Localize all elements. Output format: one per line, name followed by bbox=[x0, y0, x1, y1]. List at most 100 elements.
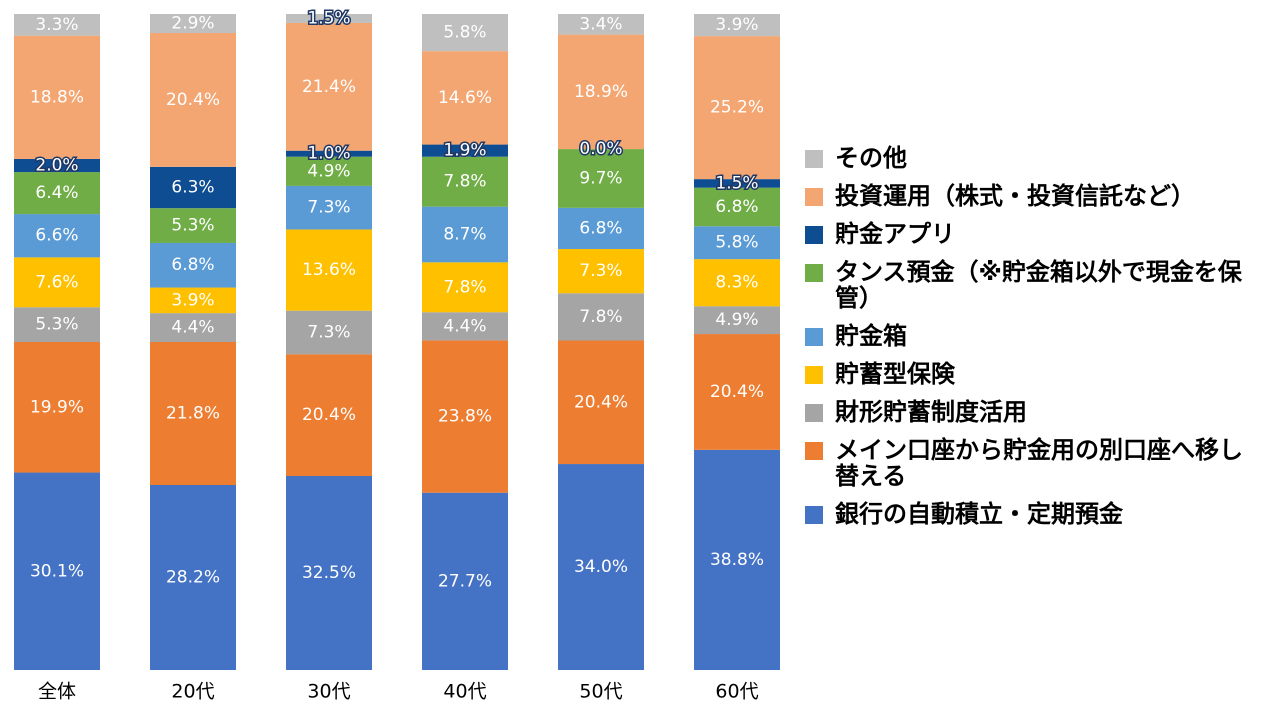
value-label: 7.8% bbox=[443, 277, 486, 297]
bar-segment bbox=[14, 35, 100, 159]
value-label: 3.9% bbox=[715, 15, 758, 35]
value-label: 3.3% bbox=[35, 15, 78, 35]
legend-label: タンス預金（※貯金箱以外で現金を保管） bbox=[835, 258, 1242, 312]
bar-segment bbox=[14, 307, 100, 342]
value-label: 5.3% bbox=[171, 216, 214, 236]
value-label: 7.3% bbox=[307, 198, 350, 218]
bar-segment bbox=[150, 33, 236, 167]
bar-segment bbox=[286, 476, 372, 670]
bar-segment bbox=[422, 14, 508, 52]
bar-segment bbox=[694, 187, 780, 227]
x-tick-label: 30代 bbox=[307, 681, 350, 703]
value-label: 1.5% bbox=[307, 8, 350, 28]
legend-label: 銀行の自動積立・定期預金 bbox=[835, 500, 1123, 528]
value-label: 1.5% bbox=[715, 173, 758, 193]
value-label: 2.0% bbox=[35, 156, 78, 176]
legend-label: メイン口座から貯金用の別口座へ移し替える bbox=[835, 436, 1243, 490]
legend-swatch bbox=[805, 506, 823, 524]
bar-segment bbox=[422, 262, 508, 313]
value-label: 32.5% bbox=[302, 563, 356, 583]
value-label: 19.9% bbox=[30, 397, 84, 417]
bar-segment bbox=[286, 14, 372, 23]
value-label: 38.8% bbox=[710, 550, 764, 570]
bar-segment bbox=[558, 249, 644, 294]
x-tick-label: 全体 bbox=[38, 681, 76, 703]
bar-segment bbox=[558, 464, 644, 670]
legend-item: 貯金箱 bbox=[805, 323, 1255, 349]
legend-label: その他 bbox=[835, 144, 907, 172]
legend-item: 貯金アプリ bbox=[805, 221, 1255, 247]
bar-segment bbox=[558, 207, 644, 250]
bar-segment bbox=[694, 179, 780, 188]
bar-segment bbox=[286, 229, 372, 311]
value-label: 6.3% bbox=[171, 178, 214, 198]
bar-segment bbox=[14, 172, 100, 215]
bar-segment bbox=[422, 156, 508, 207]
legend-label: 貯金アプリ bbox=[835, 220, 955, 248]
value-label: 18.8% bbox=[30, 87, 84, 107]
value-label: 5.3% bbox=[35, 315, 78, 335]
legend-swatch bbox=[805, 226, 823, 244]
legend: その他投資運用（株式・投資信託など） 貯金アプリタンス預金（※貯金箱以外で現金を保… bbox=[805, 145, 1255, 539]
value-label: 25.2% bbox=[710, 98, 764, 118]
bar-segment bbox=[150, 287, 236, 314]
value-label: 7.8% bbox=[443, 172, 486, 192]
x-tick-label: 60代 bbox=[715, 681, 758, 703]
bar-segment bbox=[286, 156, 372, 186]
legend-swatch bbox=[805, 150, 823, 168]
legend-label: 貯金箱 bbox=[835, 322, 907, 350]
value-label: 6.8% bbox=[715, 197, 758, 217]
value-label: 3.4% bbox=[579, 14, 622, 34]
legend-label: 投資運用（株式・投資信託など） bbox=[835, 182, 1195, 210]
value-label: 34.0% bbox=[574, 557, 628, 577]
value-label: 0.0% bbox=[579, 139, 622, 159]
value-label: 21.8% bbox=[166, 404, 220, 424]
legend-swatch bbox=[805, 442, 823, 460]
value-label: 5.8% bbox=[715, 233, 758, 253]
bar-segment bbox=[422, 206, 508, 263]
value-label: 4.4% bbox=[171, 318, 214, 338]
value-label: 9.7% bbox=[579, 168, 622, 188]
bar-segment bbox=[150, 485, 236, 670]
value-label: 2.9% bbox=[171, 14, 214, 34]
value-label: 4.9% bbox=[715, 310, 758, 330]
legend-item: メイン口座から貯金用の別口座へ移し替える bbox=[805, 437, 1255, 489]
value-label: 1.9% bbox=[443, 141, 486, 161]
legend-item: その他 bbox=[805, 145, 1255, 171]
value-label: 14.6% bbox=[438, 88, 492, 108]
legend-item: 投資運用（株式・投資信託など） bbox=[805, 183, 1255, 209]
chart: 30.1% 19.9% 5.3% 7.6% 6.6% 6.4% 2.0% 18.8% 3.3% 全… bbox=[14, 7, 780, 703]
bar-segment bbox=[694, 306, 780, 335]
bar-segment bbox=[694, 226, 780, 260]
bar-segment bbox=[422, 51, 508, 145]
x-tick-label: 20代 bbox=[171, 681, 214, 703]
bar-segment bbox=[422, 312, 508, 341]
value-label: 8.7% bbox=[443, 224, 486, 244]
bar-segment bbox=[150, 166, 236, 209]
x-tick-label: 50代 bbox=[579, 681, 622, 703]
bar-segment bbox=[14, 214, 100, 258]
legend-item: タンス預金（※貯金箱以外で現金を保管） bbox=[805, 259, 1255, 311]
legend-item: 貯蓄型保険 bbox=[805, 361, 1255, 387]
value-label: 20.4% bbox=[574, 392, 628, 412]
bar-segment bbox=[150, 313, 236, 342]
bar-segment bbox=[694, 14, 780, 37]
value-label: 18.9% bbox=[574, 82, 628, 102]
value-label: 23.8% bbox=[438, 407, 492, 427]
legend-swatch bbox=[805, 264, 823, 282]
value-label: 4.4% bbox=[443, 316, 486, 336]
bar-segment bbox=[150, 14, 236, 34]
bar-segment bbox=[558, 340, 644, 465]
bar-segment bbox=[14, 257, 100, 308]
value-label: 20.4% bbox=[710, 382, 764, 402]
bar-segment bbox=[422, 340, 508, 493]
value-label: 6.8% bbox=[579, 218, 622, 238]
bar-segment bbox=[422, 492, 508, 670]
value-label: 7.6% bbox=[35, 272, 78, 292]
bar-segment bbox=[286, 150, 372, 157]
bar-segment bbox=[558, 293, 644, 341]
value-label: 6.6% bbox=[35, 226, 78, 246]
value-label: 7.8% bbox=[579, 307, 622, 327]
legend-label: 財形貯蓄制度活用 bbox=[835, 398, 1027, 426]
